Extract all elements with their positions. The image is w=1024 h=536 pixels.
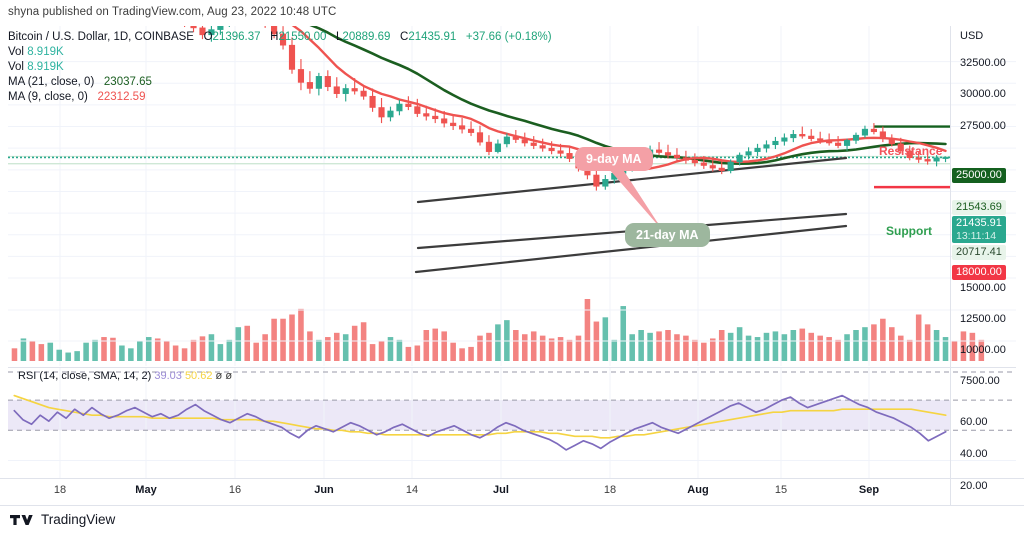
resistance-price-pill[interactable]: 25000.00 <box>952 168 1006 183</box>
legend-close-value: 21435.91 <box>408 31 457 43</box>
bar-countdown: 13:11:14 <box>956 230 997 242</box>
legend-volume-row-1[interactable]: Vol 8.919K <box>8 45 552 60</box>
legend-vol-label: Vol <box>8 46 24 58</box>
time-tick: Aug <box>687 484 709 496</box>
legend-high-value: 21550.00 <box>278 31 327 43</box>
legend-vol-value: 8.919K <box>27 61 64 73</box>
legend-ma9-row[interactable]: MA (9, close, 0) 22312.59 <box>8 90 552 105</box>
price-tick: 32500.00 <box>960 57 1006 69</box>
footer: TradingView <box>10 512 115 527</box>
annotation-9day-ma: 9-day MA <box>575 147 653 171</box>
price-tick: 12500.00 <box>960 313 1006 325</box>
legend-ma9-value: 22312.59 <box>97 91 146 103</box>
legend-low-value: 20889.69 <box>342 31 391 43</box>
rsi-tick: 60.00 <box>960 416 988 428</box>
chart-legend[interactable]: Bitcoin / U.S. Dollar, 1D, COINBASE O213… <box>8 30 552 105</box>
legend-symbol-row[interactable]: Bitcoin / U.S. Dollar, 1D, COINBASE O213… <box>8 30 552 45</box>
legend-open-label: O <box>203 31 213 43</box>
eye-icon[interactable]: ø <box>215 370 223 382</box>
rsi-pane[interactable]: RSI (14, close, SMA, 14, 2) 39.03 50.62 … <box>8 368 1016 478</box>
rsi-tick: 40.00 <box>960 448 988 460</box>
price-axis[interactable]: USD 32500.00 30000.00 27500.00 25000.00 … <box>950 26 1024 506</box>
time-tick: Jul <box>493 484 509 496</box>
rsi-plot[interactable] <box>8 368 1016 478</box>
ma9-price-pill[interactable]: 20717.41 <box>952 245 1006 260</box>
time-tick: 15 <box>774 484 788 496</box>
price-tick: 15000.00 <box>960 282 1006 294</box>
eye-icon[interactable]: ø <box>225 370 233 382</box>
support-price-pill[interactable]: 18000.00 <box>952 265 1006 280</box>
time-tick: 18 <box>603 484 617 496</box>
legend-vol-value: 8.919K <box>27 46 64 58</box>
last-price-pill[interactable]: 21435.91 13:11:14 <box>952 216 1006 243</box>
rsi-tick: 20.00 <box>960 480 988 492</box>
time-tick: May <box>135 484 157 496</box>
tradingview-logo <box>10 514 33 525</box>
annotation-21day-ma: 21-day MA <box>625 223 710 247</box>
legend-ma21-value: 23037.65 <box>103 76 152 88</box>
time-tick: 14 <box>405 484 419 496</box>
time-tick: Jun <box>314 484 334 496</box>
legend-ma9-label: MA (9, close, 0) <box>8 91 88 103</box>
price-axis-unit: USD <box>960 30 984 42</box>
legend-close-label: C <box>400 31 409 43</box>
last-price-value: 21435.91 <box>956 217 1002 229</box>
price-tick: 30000.00 <box>960 88 1006 100</box>
legend-ma21-row[interactable]: MA (21, close, 0) 23037.65 <box>8 75 552 90</box>
chart-surface[interactable]: RSI (14, close, SMA, 14, 2) 39.03 50.62 … <box>8 26 1016 478</box>
legend-open-value: 21396.37 <box>212 31 261 43</box>
time-tick: Sep <box>858 484 880 496</box>
publisher-credit: shyna published on TradingView.com, Aug … <box>8 6 337 18</box>
legend-volume-row-2[interactable]: Vol 8.919K <box>8 60 552 75</box>
rsi-sma-value: 50.62 <box>184 370 213 382</box>
time-tick: 16 <box>228 484 242 496</box>
price-tick: 10000.00 <box>960 344 1006 356</box>
footer-brand: TradingView <box>41 512 116 527</box>
price-tick: 27500.00 <box>960 120 1006 132</box>
pane-divider <box>8 367 1016 368</box>
resistance-label: Resistance <box>879 144 943 158</box>
time-axis[interactable]: 18 May 16 Jun 14 Jul 18 Aug 15 Sep <box>0 478 1024 506</box>
ma21-price-pill[interactable]: 21543.69 <box>952 200 1006 215</box>
legend-ma21-label: MA (21, close, 0) <box>8 76 95 88</box>
legend-change: +37.66 (+0.18%) <box>465 31 552 43</box>
rsi-legend[interactable]: RSI (14, close, SMA, 14, 2) 39.03 50.62 … <box>18 370 232 382</box>
legend-symbol: Bitcoin / U.S. Dollar, 1D, COINBASE <box>8 31 194 43</box>
legend-low-label: L <box>336 31 343 43</box>
legend-vol-label: Vol <box>8 61 24 73</box>
price-tick: 7500.00 <box>960 375 1000 387</box>
support-label: Support <box>886 224 932 238</box>
time-tick: 18 <box>53 484 67 496</box>
legend-high-label: H <box>270 31 279 43</box>
rsi-legend-title: RSI (14, close, SMA, 14, 2) <box>18 370 152 382</box>
rsi-value: 39.03 <box>154 370 182 382</box>
